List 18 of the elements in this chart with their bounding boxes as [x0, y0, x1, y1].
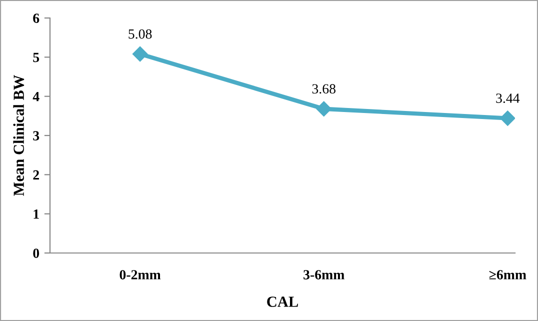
x-tick-label: 3-6mm — [304, 270, 344, 280]
y-axis-title: Mean Clinical BW — [13, 75, 24, 196]
data-label: 5.08 — [128, 29, 152, 39]
data-label: 3.68 — [312, 84, 336, 94]
x-tick-label: ≥6mm — [489, 270, 526, 280]
point — [500, 110, 515, 126]
y-tick-label: 3 — [33, 131, 40, 140]
y-tick-label: 6 — [33, 14, 40, 23]
y-tick-label: 2 — [33, 170, 39, 180]
point — [316, 101, 332, 116]
y-tick-label: 5 — [33, 52, 40, 62]
y-tick-label: 4 — [32, 92, 40, 102]
y-tick-label: 0 — [33, 248, 40, 258]
x-axis-title: CAL — [267, 296, 298, 307]
point — [132, 46, 148, 62]
x-tick-label: 0-2mm — [120, 270, 161, 280]
data-label: 3.44 — [496, 94, 520, 104]
y-tick-label: 1 — [34, 209, 39, 219]
